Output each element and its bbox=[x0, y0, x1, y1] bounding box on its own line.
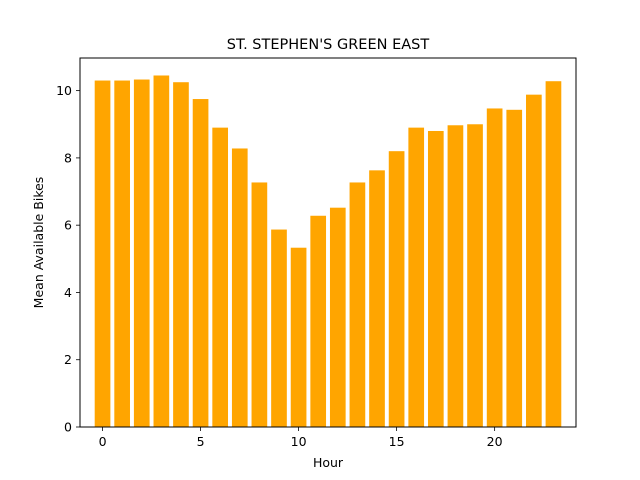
bar-hour-13 bbox=[349, 182, 366, 427]
x-axis-label: Hour bbox=[313, 455, 344, 470]
x-tick-label: 0 bbox=[99, 434, 107, 449]
bar-hour-7 bbox=[231, 148, 248, 428]
bar-hour-1 bbox=[114, 80, 130, 427]
bar-hour-11 bbox=[310, 215, 327, 427]
bar-hour-15 bbox=[388, 151, 405, 427]
bar-hour-12 bbox=[329, 207, 346, 427]
bar-hour-22 bbox=[526, 94, 542, 427]
bar-hour-5 bbox=[192, 99, 209, 427]
y-tick-label: 4 bbox=[64, 285, 72, 300]
y-tick-label: 2 bbox=[64, 352, 72, 367]
y-tick-label: 8 bbox=[64, 150, 72, 165]
bar-hour-16 bbox=[408, 127, 425, 427]
bar-hour-6 bbox=[212, 127, 229, 427]
bar-hour-20 bbox=[486, 108, 503, 428]
bar-hour-14 bbox=[369, 170, 385, 427]
y-tick-label: 0 bbox=[64, 420, 72, 435]
bars-layer bbox=[94, 75, 562, 428]
y-axis-ticks: 0 2 4 6 8 10 bbox=[56, 83, 80, 435]
x-tick-label: 10 bbox=[291, 434, 307, 449]
x-tick-label: 15 bbox=[389, 434, 405, 449]
bar-hour-3 bbox=[153, 75, 170, 428]
bar-hour-8 bbox=[251, 182, 268, 427]
bar-hour-21 bbox=[506, 109, 523, 428]
bar-hour-19 bbox=[467, 124, 483, 428]
bar-hour-4 bbox=[173, 82, 189, 427]
chart-title: ST. STEPHEN'S GREEN EAST bbox=[227, 37, 430, 53]
bar-hour-10 bbox=[290, 247, 307, 427]
x-tick-label: 5 bbox=[197, 434, 205, 449]
plot-frame bbox=[79, 57, 577, 428]
bar-hour-17 bbox=[427, 130, 444, 428]
y-axis-label: Mean Available Bikes bbox=[31, 177, 46, 309]
bar-hour-0 bbox=[94, 80, 111, 427]
x-axis-ticks: 0 5 10 15 20 bbox=[99, 427, 503, 449]
x-tick-label: 20 bbox=[487, 434, 503, 449]
y-tick-label: 6 bbox=[64, 218, 72, 233]
bar-hour-9 bbox=[271, 229, 287, 427]
bar-hour-2 bbox=[133, 79, 150, 427]
bar-hour-18 bbox=[447, 125, 464, 428]
bar-hour-23 bbox=[545, 81, 562, 428]
y-tick-label: 10 bbox=[56, 83, 72, 98]
